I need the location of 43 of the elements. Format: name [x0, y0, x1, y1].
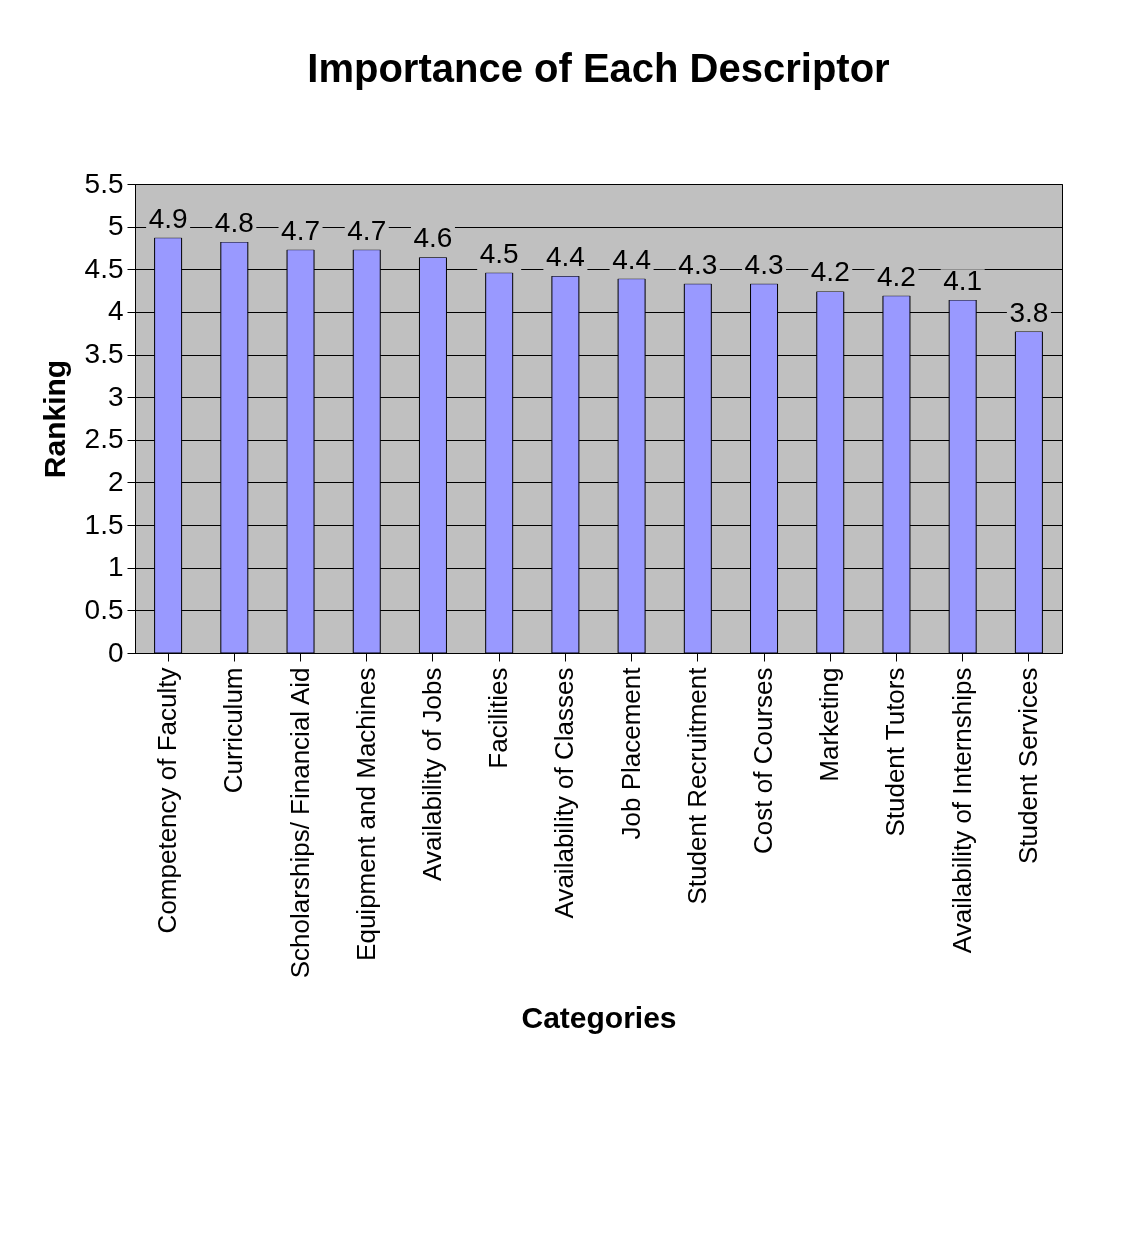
data-label: 4.3 [744, 248, 784, 280]
x-tick-label: Cost of Courses [748, 667, 779, 854]
chart-title: Importance of Each Descriptor [307, 46, 890, 90]
data-label: 4.9 [148, 202, 188, 234]
x-tick-label: Availability of Jobs [416, 667, 447, 881]
data-label: 4.4 [545, 241, 585, 273]
x-tick-label: Equipment and Machines [350, 667, 381, 961]
x-tick-label: Student Services [1012, 667, 1043, 865]
data-label: 4.6 [413, 222, 453, 254]
y-tick-label: 3 [107, 380, 124, 412]
x-tick-label: Facilities [483, 667, 514, 769]
y-tick-label: 2.5 [84, 423, 124, 455]
y-tick-label: 2 [107, 465, 124, 497]
y-tick-label: 5 [107, 210, 124, 242]
data-label: 4.2 [877, 260, 916, 292]
data-label: 4.3 [678, 248, 718, 280]
y-tick-label: 1 [107, 551, 124, 583]
x-tick-label: Availability of Internships [946, 667, 977, 954]
x-tick-label: Scholarships/ Financial Aid [284, 667, 315, 979]
x-axis-title: Categories [521, 1000, 677, 1034]
x-tick-label: Student Recruitment [681, 666, 712, 905]
data-label: 4.8 [214, 206, 254, 238]
y-tick-label: 0.5 [84, 593, 124, 625]
data-label: 4.5 [479, 237, 519, 269]
y-tick-label: 0 [107, 636, 124, 668]
y-tick-label: 3.5 [84, 338, 124, 370]
y-tick-label: 4.5 [84, 252, 124, 284]
data-label: 4.7 [347, 214, 387, 246]
data-label: 4.4 [612, 243, 652, 275]
x-tick-label: Marketing [814, 667, 845, 782]
data-label: 3.8 [1009, 296, 1049, 328]
y-tick-label: 5.5 [84, 167, 124, 199]
y-tick-label: 4 [107, 295, 124, 327]
data-label: 4.1 [943, 264, 983, 296]
x-tick-label: Job Placement [615, 666, 646, 840]
y-tick-label: 1.5 [84, 508, 124, 540]
x-tick-label: Student Tutors [880, 667, 911, 837]
data-label: 4.7 [281, 214, 320, 246]
x-tick-label: Competency of Faculty [152, 667, 183, 934]
y-axis-title: Ranking [37, 359, 71, 479]
data-label: 4.2 [810, 256, 850, 288]
x-tick-label: Curriculum [218, 667, 249, 794]
x-tick-label: Availability of Classes [549, 667, 580, 919]
